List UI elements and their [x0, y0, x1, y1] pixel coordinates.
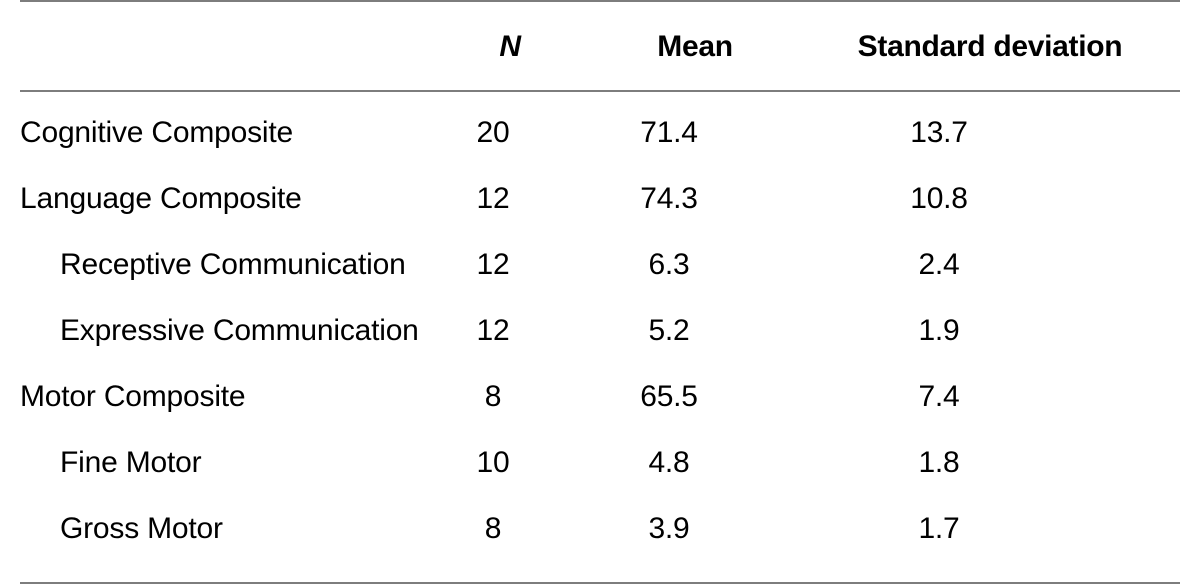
cell-sd: 7.4 [800, 364, 1180, 430]
cell-mean: 74.3 [590, 166, 800, 232]
cell-n: 8 [430, 364, 590, 430]
cell-label: Receptive Communication [20, 232, 430, 298]
table-row: Language Composite 12 74.3 10.8 [20, 166, 1180, 232]
table-body: Cognitive Composite 20 71.4 13.7 Languag… [20, 91, 1180, 583]
cell-n: 12 [430, 298, 590, 364]
table-header-row: N Mean Standard deviation [20, 1, 1180, 91]
cell-mean: 4.8 [590, 430, 800, 496]
cell-n: 12 [430, 232, 590, 298]
cell-sd: 1.8 [800, 430, 1180, 496]
cell-sd: 1.9 [800, 298, 1180, 364]
cell-label: Expressive Communication [20, 298, 430, 364]
cell-n: 12 [430, 166, 590, 232]
stats-table: N Mean Standard deviation Cognitive Comp… [20, 0, 1180, 584]
table-row: Receptive Communication 12 6.3 2.4 [20, 232, 1180, 298]
cell-n: 10 [430, 430, 590, 496]
cell-label: Fine Motor [20, 430, 430, 496]
cell-mean: 3.9 [590, 496, 800, 583]
table-row: Expressive Communication 12 5.2 1.9 [20, 298, 1180, 364]
col-header-sd: Standard deviation [800, 1, 1180, 91]
cell-n: 8 [430, 496, 590, 583]
cell-mean: 65.5 [590, 364, 800, 430]
cell-label: Motor Composite [20, 364, 430, 430]
cell-mean: 71.4 [590, 91, 800, 166]
cell-sd: 10.8 [800, 166, 1180, 232]
cell-sd: 1.7 [800, 496, 1180, 583]
cell-mean: 5.2 [590, 298, 800, 364]
cell-label: Language Composite [20, 166, 430, 232]
col-header-mean: Mean [590, 1, 800, 91]
cell-sd: 13.7 [800, 91, 1180, 166]
stats-table-container: N Mean Standard deviation Cognitive Comp… [0, 0, 1200, 535]
table-row: Cognitive Composite 20 71.4 13.7 [20, 91, 1180, 166]
table-row: Fine Motor 10 4.8 1.8 [20, 430, 1180, 496]
col-header-label [20, 1, 430, 91]
cell-mean: 6.3 [590, 232, 800, 298]
cell-label: Gross Motor [20, 496, 430, 583]
col-header-n: N [430, 1, 590, 91]
table-row: Gross Motor 8 3.9 1.7 [20, 496, 1180, 583]
cell-sd: 2.4 [800, 232, 1180, 298]
cell-n: 20 [430, 91, 590, 166]
table-row: Motor Composite 8 65.5 7.4 [20, 364, 1180, 430]
cell-label: Cognitive Composite [20, 91, 430, 166]
